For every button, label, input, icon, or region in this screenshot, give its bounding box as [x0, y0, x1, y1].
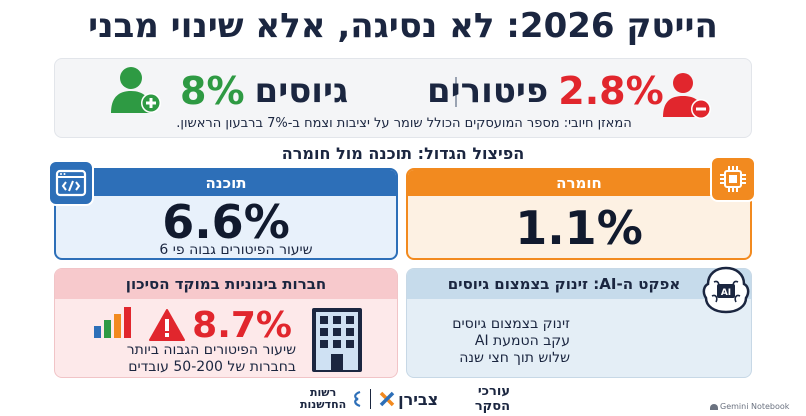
- hires-value: 8%: [180, 69, 245, 113]
- software-card: תוכנה 6.6% שיעור הפיטורים גבוה פי 6: [54, 168, 398, 260]
- midsize-card: חברות בינוניות במוקד הסיכון: [54, 268, 398, 378]
- watermark-text: Gemini Notebook: [720, 402, 790, 411]
- page-title: הייטק 2026: לא נסיגה, אלא שינוי מבני: [88, 6, 718, 46]
- ai-card: אפקט ה-AI: זינוק בצמצום גיוסים: [406, 268, 752, 378]
- stat-divider: [455, 77, 457, 107]
- office-building-icon: [302, 302, 372, 374]
- layoffs-value: 2.8%: [558, 69, 664, 113]
- ai-brain-icon: AI: [698, 264, 754, 316]
- ai-line2: עקב הטמעת AI: [474, 333, 570, 349]
- hires-stat: גיוסים 8%: [180, 67, 430, 115]
- user-plus-icon: [107, 65, 163, 115]
- software-value: 6.6%: [162, 195, 290, 249]
- code-window-icon: [48, 160, 94, 206]
- innovation-line1: רשות: [309, 386, 337, 399]
- watermark: Gemini Notebook: [710, 402, 789, 411]
- footer-credits: עורכי הסקר צבירן רשות החדשנות: [300, 384, 510, 414]
- section-heading: הפיצול הגדול: תוכנה מול חומרה: [281, 144, 525, 163]
- ai-line3: שלוש תוך חצי שנה: [459, 350, 570, 366]
- innovation-line2: החדשנות: [300, 398, 347, 411]
- hardware-card-header: חומרה: [408, 170, 750, 196]
- ai-chip-label: AI: [721, 288, 731, 298]
- midsize-caption-line2: בחברות של 50-200 עובדים: [128, 359, 296, 375]
- software-caption: שיעור הפיטורים גבוה פי 6: [159, 242, 313, 258]
- hires-label: גיוסים: [254, 71, 349, 111]
- ai-line1: זינוק בצמצום גיוסים: [452, 316, 570, 332]
- ai-card-header: אפקט ה-AI: זינוק בצמצום גיוסים: [407, 269, 751, 299]
- innovation-authority-logo: רשות החדשנות: [300, 387, 362, 411]
- midsize-stat: 8.7%: [92, 302, 292, 348]
- software-card-header: תוכנה: [56, 170, 396, 196]
- midsize-value: 8.7%: [192, 304, 292, 346]
- footer-separator: [370, 389, 372, 409]
- hardware-card: חומרה 1.1%: [406, 168, 752, 260]
- midsize-caption: שיעור הפיטורים הגבוה ביותר בחברות של 50-…: [70, 342, 296, 376]
- layoffs-label: פיטורים: [427, 71, 549, 111]
- midsize-card-header: חברות בינוניות במוקד הסיכון: [55, 269, 397, 299]
- chip-icon: [710, 156, 756, 202]
- summary-note: המאזן חיובי: מספר המועסקים הכולל שומר על…: [176, 116, 632, 131]
- notebook-icon: [710, 403, 718, 410]
- zavirann-logo: צבירן: [379, 390, 438, 409]
- layoffs-stat: 2.8% פיטורים: [427, 67, 664, 115]
- midsize-caption-line1: שיעור הפיטורים הגבוה ביותר: [126, 342, 296, 358]
- bar-chart-icon: [92, 304, 136, 340]
- hardware-value: 1.1%: [515, 201, 643, 255]
- innovation-swirl-icon: [350, 390, 362, 408]
- ai-text: זינוק בצמצום גיוסים עקב הטמעת AI שלוש תו…: [420, 316, 570, 367]
- x-mark-icon: [379, 391, 395, 407]
- footer-prefix: עורכי הסקר: [474, 384, 510, 414]
- summary-banner: גיוסים 8% 2.8% פיטורים המאזן חיובי: מספר…: [54, 58, 752, 138]
- user-minus-icon: [661, 71, 717, 121]
- zavirann-logo-text: צבירן: [398, 389, 439, 409]
- warning-icon: [148, 308, 186, 342]
